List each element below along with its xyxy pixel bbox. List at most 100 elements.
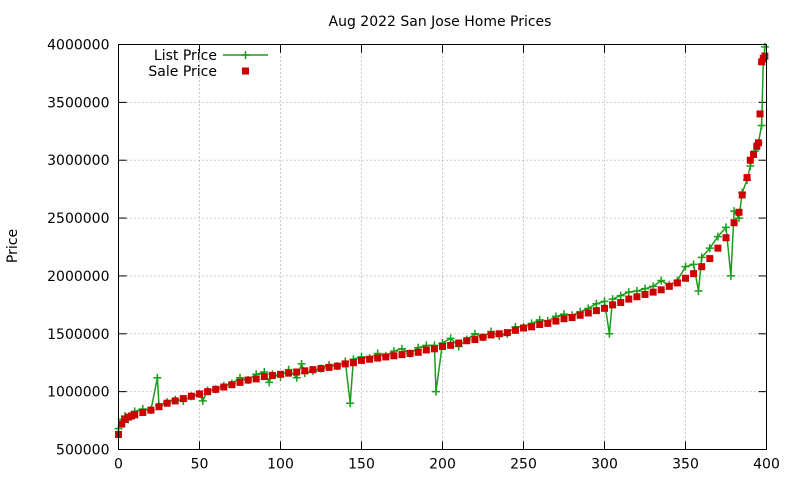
sale-price-point — [455, 339, 463, 347]
sale-price-point — [196, 390, 203, 398]
sale-price-point — [228, 381, 236, 389]
list-price-point — [657, 276, 666, 285]
axis-ticks: 500000 1000000 1500000 2000000 2500000 300000… — [47, 38, 780, 473]
sale-price-point — [735, 208, 743, 216]
sale-price-point — [495, 330, 503, 338]
list-price-point — [592, 299, 601, 308]
sale-price-point — [293, 368, 301, 376]
chart-title: Aug 2022 San Jose Home Prices — [329, 14, 552, 30]
sale-price-point — [657, 286, 665, 294]
list-price-point — [757, 121, 766, 130]
sale-price-point — [673, 279, 681, 287]
sale-price-point — [756, 110, 764, 118]
sale-price-point — [743, 174, 751, 182]
sale-price-point — [560, 315, 568, 323]
sale-price-point — [139, 408, 147, 416]
sale-price-point — [366, 355, 374, 363]
sale-price-point — [520, 324, 527, 332]
sale-price-point — [406, 349, 414, 357]
y-tick-label: 2000000 — [47, 269, 109, 285]
sale-price-point — [268, 371, 276, 379]
list-price-point — [346, 399, 355, 408]
sale-price-point — [317, 365, 325, 372]
legend-label-sale-price: Sale Price — [148, 64, 217, 80]
sale-price-point — [179, 395, 187, 403]
x-tick-label: 400 — [753, 457, 780, 473]
sale-price-point — [439, 343, 446, 351]
sale-price-point — [390, 352, 398, 360]
list-price-point — [605, 329, 614, 338]
x-tick-label: 300 — [591, 457, 618, 473]
sale-price-point — [544, 319, 552, 327]
sale-price-point — [641, 290, 649, 298]
sale-price-point — [738, 191, 746, 199]
sale-price-point — [479, 333, 487, 341]
sale-price-point — [722, 234, 730, 242]
x-tick-label: 100 — [267, 457, 294, 473]
sale-price-point — [252, 375, 260, 383]
sale-price-point — [155, 403, 163, 411]
list-price-point — [297, 359, 306, 368]
series-layer — [114, 42, 769, 438]
grid-lines — [118, 44, 767, 450]
sale-price-point — [325, 363, 333, 371]
sale-price-point — [487, 331, 495, 339]
sale-price-point — [285, 369, 293, 377]
sale-price-point — [447, 341, 455, 349]
sale-price-point — [187, 392, 195, 400]
sale-price-point — [754, 139, 762, 147]
sale-price-point — [503, 329, 511, 337]
sale-price-point — [471, 336, 479, 344]
list-price-point — [198, 396, 207, 405]
y-tick-label: 1000000 — [47, 385, 109, 401]
sale-price-point — [528, 323, 536, 331]
legend-marker-list-price — [241, 51, 250, 59]
sale-price-point — [349, 359, 357, 367]
y-axis-label: Price — [5, 229, 21, 263]
sale-price-point — [690, 270, 698, 278]
x-tick-label: 50 — [191, 457, 209, 473]
list-price-point — [689, 260, 698, 269]
sale-price-point — [301, 367, 309, 375]
sale-price-point — [625, 295, 633, 303]
sale-price-point — [750, 150, 758, 158]
sale-price-point — [341, 360, 349, 368]
list-price-point — [681, 262, 690, 271]
legend: List Price Sale Price — [148, 48, 268, 80]
sale-price-point — [163, 399, 171, 407]
list-price-point — [697, 253, 706, 262]
list-price-point — [600, 297, 609, 306]
y-tick-label: 1500000 — [47, 327, 109, 343]
sale-price-point — [609, 301, 617, 309]
list-price-point — [694, 286, 703, 295]
list-price-point — [713, 232, 722, 241]
sale-price-point — [536, 321, 544, 329]
sale-price-point — [714, 244, 722, 252]
list-price-line — [117, 46, 766, 429]
sale-price-point — [422, 346, 430, 354]
sale-price-point — [617, 299, 625, 307]
sale-price-point — [706, 255, 714, 263]
sale-price-point — [698, 263, 706, 271]
sale-price-point — [552, 317, 560, 325]
list-price-point — [722, 223, 730, 232]
sale-price-point — [171, 397, 179, 405]
sale-price-point — [398, 351, 406, 359]
y-tick-label: 4000000 — [47, 38, 109, 54]
y-tick-label: 3500000 — [47, 95, 109, 111]
legend-swatch-sale-price — [242, 67, 249, 75]
x-tick-label: 150 — [348, 457, 375, 473]
sale-price-point — [277, 370, 284, 378]
sale-price-point — [220, 383, 228, 391]
sale-price-point — [730, 219, 738, 227]
sale-price-point — [358, 356, 365, 364]
sale-price-point — [430, 345, 438, 353]
sale-price-point — [374, 354, 382, 362]
sale-price-point — [260, 373, 268, 381]
x-tick-label: 0 — [114, 457, 123, 473]
sale-price-point — [212, 385, 220, 393]
sale-price-point — [382, 353, 390, 361]
list-price-point — [726, 271, 735, 280]
sale-price-point — [568, 314, 576, 322]
